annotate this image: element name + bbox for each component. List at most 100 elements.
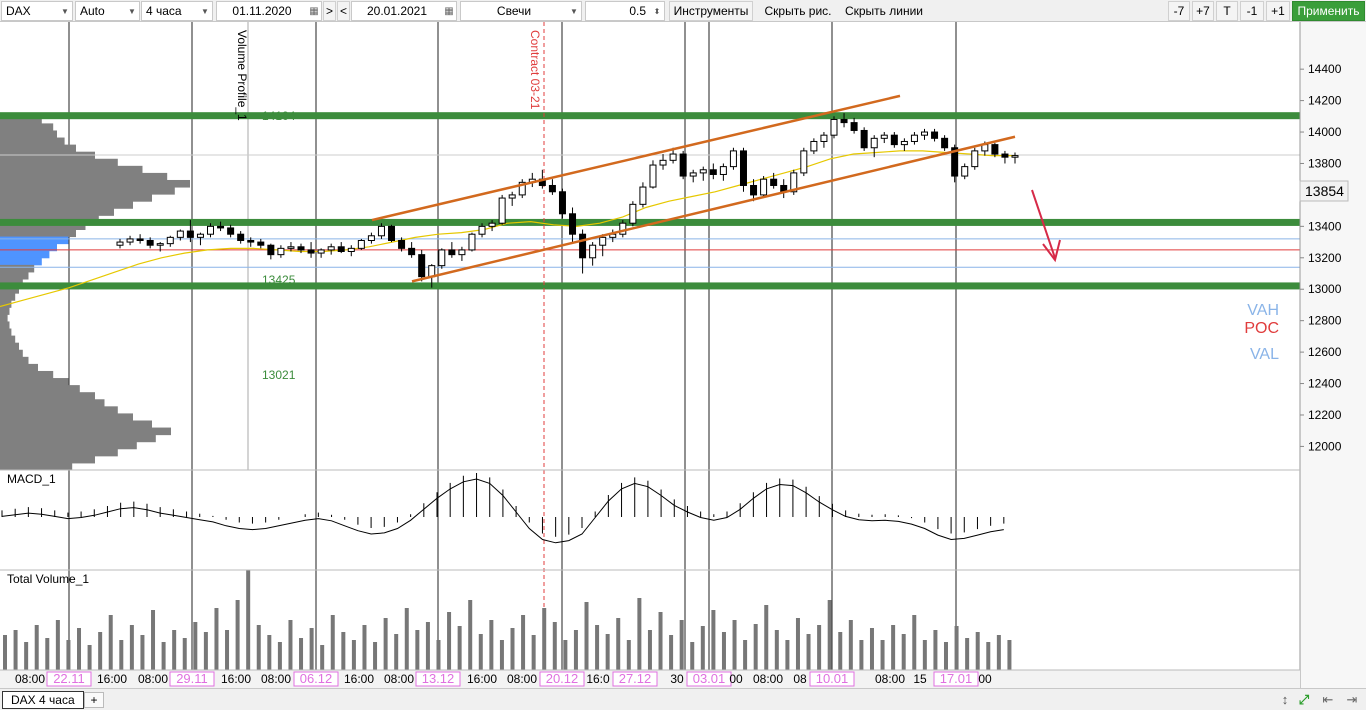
date-to-field[interactable]: 20.01.2021 ▦ [351,1,457,21]
instruments-button[interactable]: Инструменты [669,1,753,21]
volume-bar [3,635,7,670]
candle-body [458,249,466,256]
scroll-end-icon[interactable]: ⇥ [1346,692,1358,707]
hide-lines-button[interactable]: Скрыть линии [844,4,924,18]
profile-bar [0,392,95,400]
volume-bar [436,640,441,670]
plus1-button[interactable]: +1 [1266,1,1290,21]
current-price-value: 13854 [1305,183,1344,199]
volume-bar [45,638,50,670]
nav-back-button[interactable]: < [337,1,350,21]
date-badge [415,671,461,687]
profile-bar [0,187,175,195]
chart-style-select[interactable]: Свечи ▼ [460,1,582,21]
calendar-icon[interactable]: ▦ [309,5,319,17]
volume-bar [817,625,822,670]
candle-body [800,150,808,174]
time-label: 16:0 [586,672,610,686]
volume-bar [795,618,800,670]
volume-bar [626,640,631,670]
price-chart[interactable]: 12000 12200 12400 12600 12800 13000 13200 13400… [0,22,1366,688]
apply-button[interactable]: Применить [1292,1,1365,21]
volume-bar [235,600,240,670]
volume-bar [457,626,462,670]
minus7-button[interactable]: -7 [1168,1,1190,21]
volume-bar [182,638,187,670]
add-tab-button[interactable]: + [84,692,104,708]
time-label: 16:00 [344,672,374,686]
volume-bar [975,632,980,670]
candle-body [146,239,154,246]
volume-bar [320,645,325,670]
volume-bar [383,618,388,670]
timeframe-select[interactable]: 4 часа ▼ [141,1,213,21]
time-label: 08 [793,672,807,686]
symbol-select[interactable]: DAX ▼ [1,1,73,21]
minus1-button[interactable]: -1 [1240,1,1264,21]
volume-bar [743,640,748,670]
candle-body [649,164,657,188]
profile-bar [0,144,76,153]
time-label: 16:00 [221,672,251,686]
date-from-field[interactable]: 01.11.2020 ▦ [216,1,322,21]
candle-body [941,137,949,149]
candle-body [287,246,295,249]
scale-select[interactable]: Auto ▼ [75,1,140,21]
today-button[interactable]: T [1216,1,1238,21]
candle-body [478,225,486,235]
candle-body [629,203,637,224]
volume-bar [299,638,304,670]
candle-body [579,233,587,259]
volume-bar [647,630,652,670]
candle-body [558,191,566,215]
candlesticks [116,113,1019,288]
calendar-icon[interactable]: ▦ [444,5,454,17]
nav-forward-button[interactable]: > [323,1,336,21]
volume-bar [172,630,177,670]
profile-bar [0,448,118,457]
volume-bar [394,634,399,670]
tab-dax-4h[interactable]: DAX 4 часа [2,691,84,709]
volume-bar [595,625,600,670]
volume-bar [679,620,684,670]
symbol-value: DAX [6,4,31,18]
step-stepper[interactable]: 0.5 ⬍ [585,1,665,21]
profile-bar [0,158,118,167]
price-axis-bg [1300,22,1366,688]
candle-body [619,222,627,235]
profile-bar [0,264,35,273]
hide-drawings-button[interactable]: Скрыть рис. [764,4,832,18]
candle-body [971,150,979,168]
volume-bar [954,626,959,670]
candle-body [810,140,818,152]
volume-bar [711,610,716,670]
volume-bar [489,620,494,670]
profile-bar [0,441,137,450]
candle-body [448,249,456,256]
price-tick-label: 12600 [1308,345,1342,359]
scroll-start-icon[interactable]: ⇤ [1322,692,1334,707]
candle-body [750,184,758,196]
stepper-arrows-icon[interactable]: ⬍ [653,6,661,16]
volume-bar [732,620,737,670]
volume-bar [66,640,71,670]
candle-body [709,169,717,175]
date-badge [809,671,855,687]
candle-body [408,247,416,256]
profile-bar [0,321,10,330]
profile-bar [0,123,54,131]
volume-bar [161,642,166,670]
volume-bar [151,610,156,670]
time-label: 16:00 [97,672,127,686]
candle-body [418,254,426,278]
volume-bar [700,626,705,670]
profile-bar [0,434,156,443]
volume-bar [478,634,483,670]
volume-bar [531,635,536,670]
date-badge-label: 27.12 [619,671,652,686]
expand-icon[interactable]: ⤢ [1298,692,1310,707]
volume-bar [965,638,970,670]
plus7-button[interactable]: +7 [1192,1,1214,21]
candle-body [227,227,235,235]
sort-icon[interactable]: ↕ [1281,692,1289,707]
